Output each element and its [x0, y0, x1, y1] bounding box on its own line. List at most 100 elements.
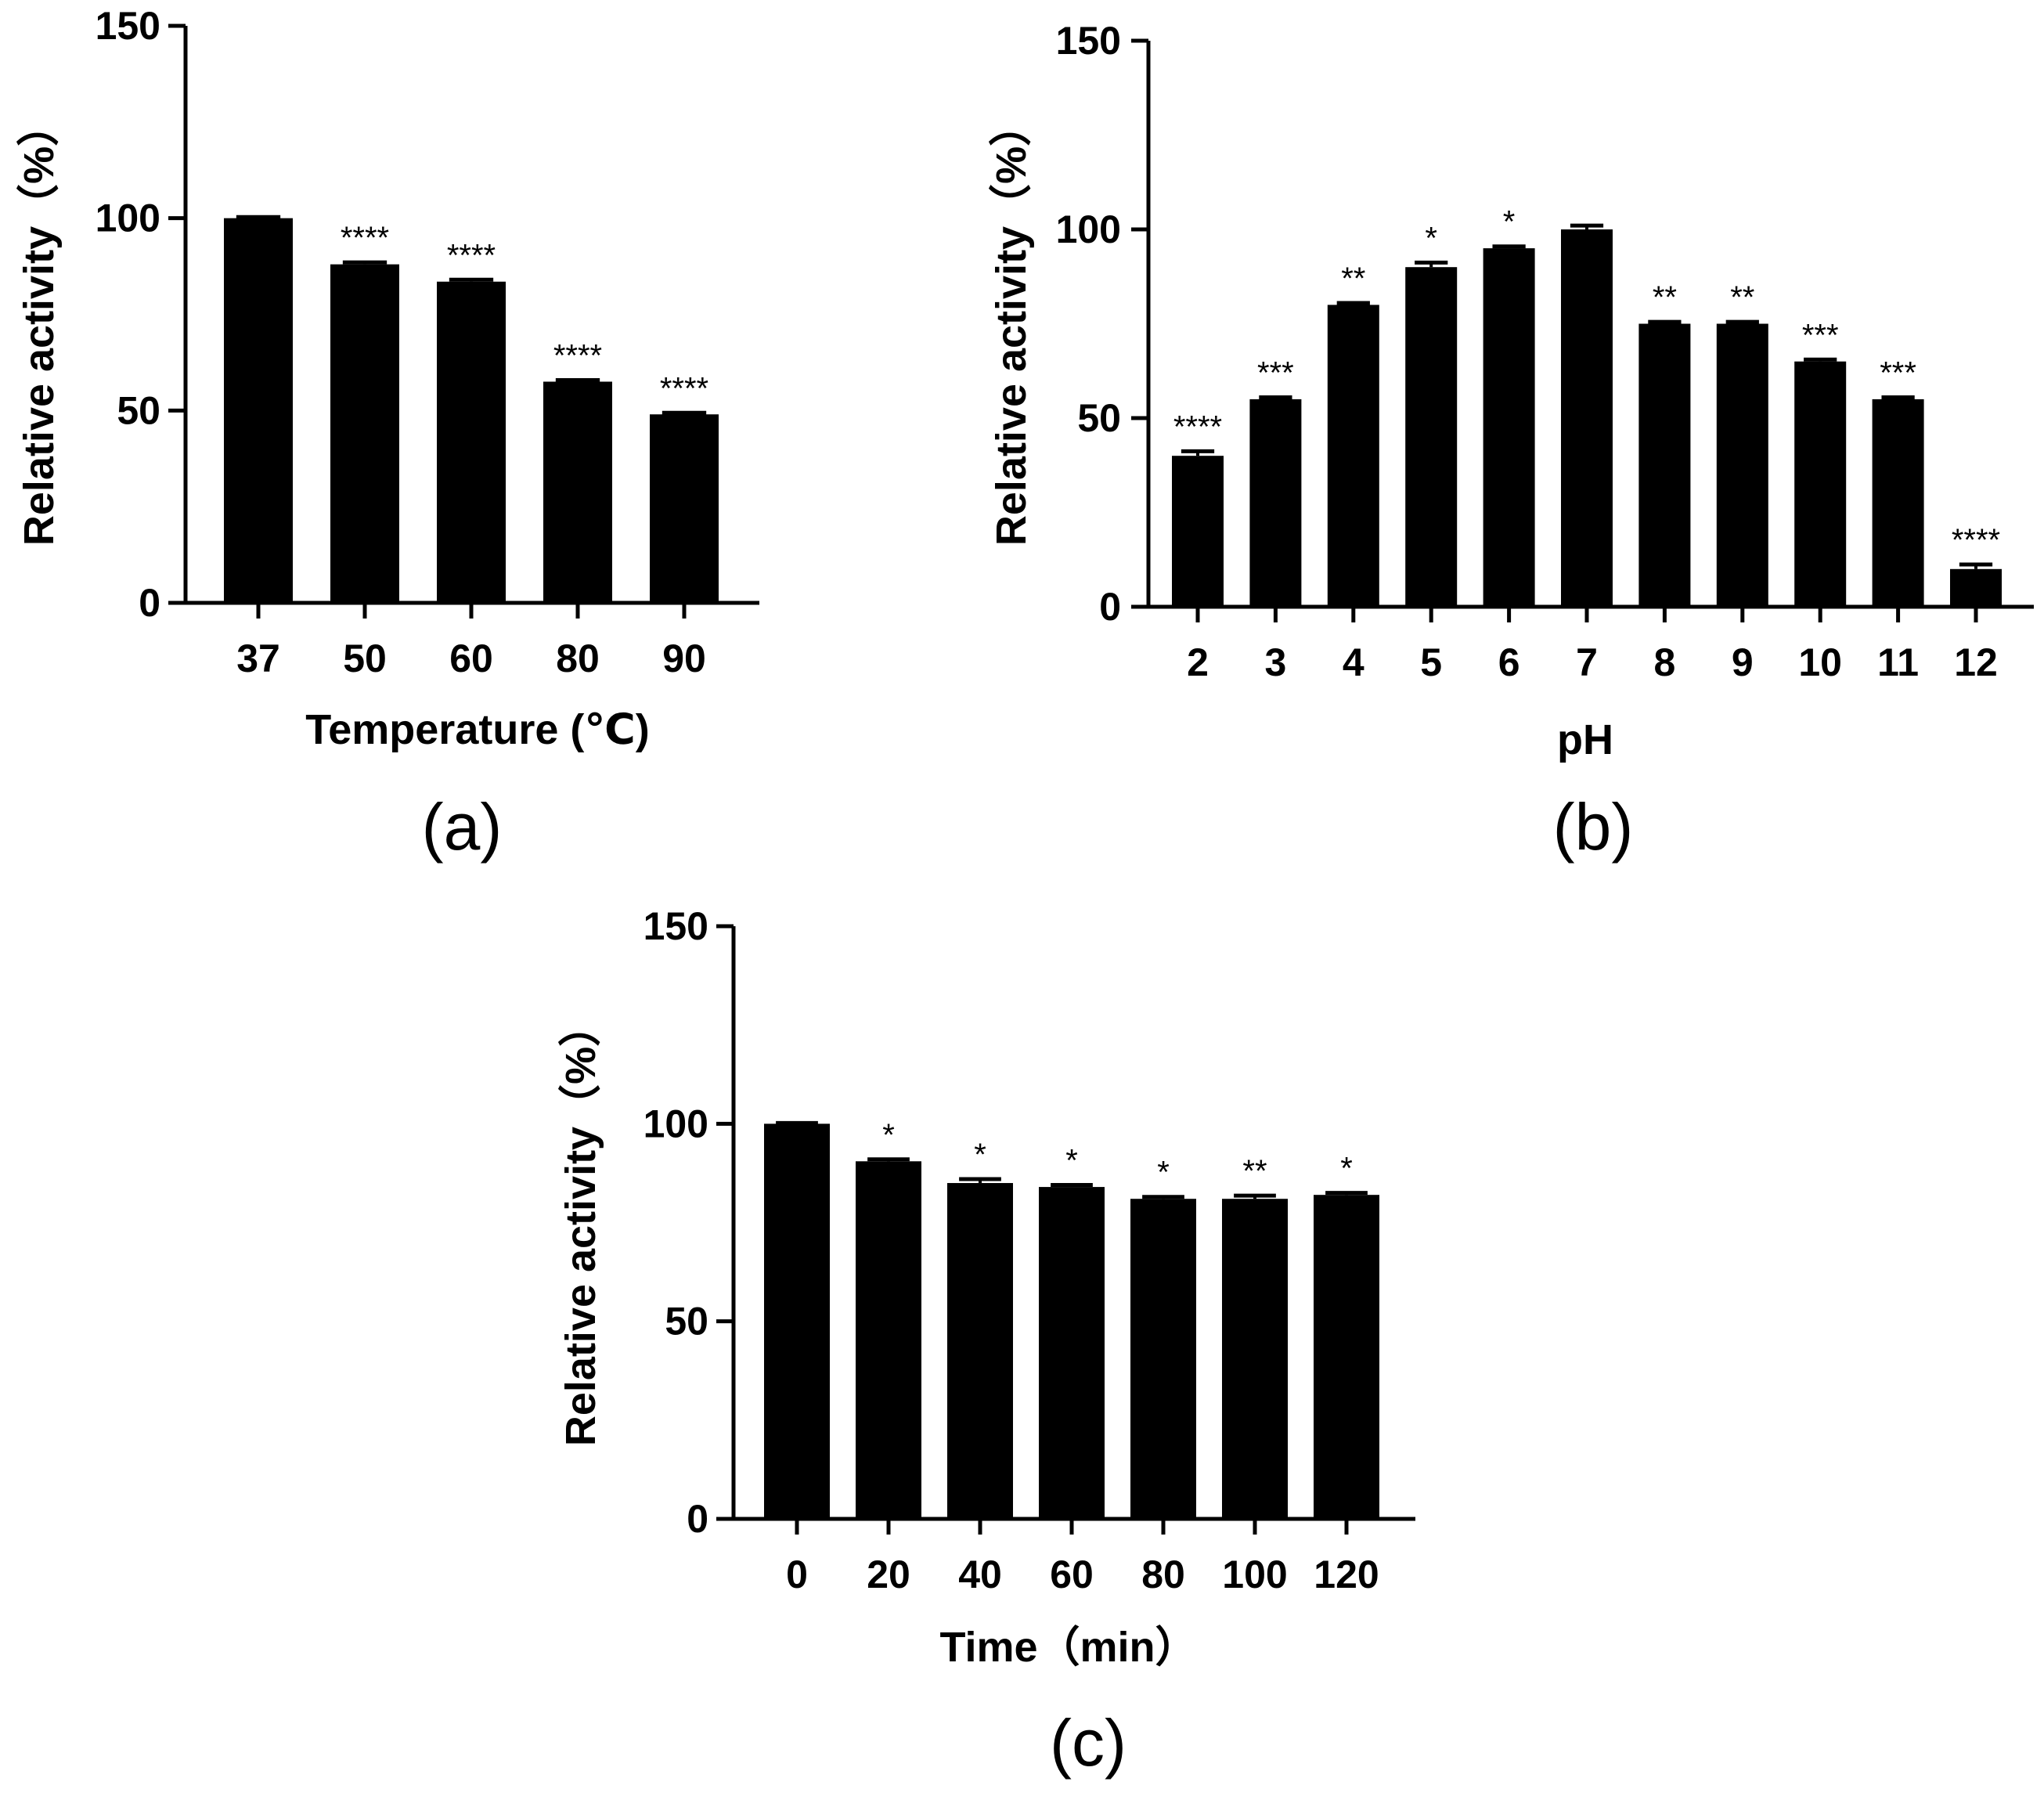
significance-label: ***	[1880, 355, 1916, 390]
x-tick-label: 40	[958, 1553, 1002, 1596]
error-bar	[1725, 319, 1759, 324]
significance-label: *	[882, 1118, 895, 1152]
error-bar	[1234, 1193, 1276, 1199]
significance-label: ***	[1802, 318, 1839, 352]
bar	[1483, 248, 1535, 607]
bar	[1172, 456, 1224, 607]
panel-label: (c)	[1050, 1706, 1127, 1780]
y-tick-label: 150	[643, 904, 708, 948]
bar	[330, 264, 399, 603]
x-tick-label: 90	[662, 637, 706, 680]
chart-ph: **** 2 *** 3 ** 4 * 5 * 6 7 ** 8 ** 9 *** 10 *** 11 **** 12 0…	[988, 19, 2034, 864]
error-bar	[1181, 449, 1215, 456]
x-tick-label: 7	[1576, 640, 1598, 684]
bar	[764, 1124, 830, 1519]
bar	[1794, 361, 1847, 607]
bar	[437, 281, 506, 603]
y-tick-label: 100	[643, 1102, 708, 1145]
significance-label: **	[1653, 280, 1677, 315]
y-tick-label: 150	[1056, 19, 1121, 63]
bar	[1561, 229, 1613, 607]
bar	[1039, 1187, 1105, 1519]
error-bar	[867, 1157, 910, 1162]
x-tick-label: 4	[1343, 640, 1364, 684]
error-bar	[959, 1177, 1001, 1184]
y-axis-title: Relative activity（%）	[988, 104, 1035, 546]
y-tick-label: 50	[665, 1300, 708, 1344]
x-tick-label: 80	[556, 637, 600, 680]
significance-label: *	[1157, 1156, 1170, 1190]
x-tick-label: 20	[867, 1553, 910, 1596]
error-bar	[1804, 357, 1837, 362]
significance-label: *	[1065, 1144, 1078, 1178]
bar	[1327, 305, 1379, 607]
significance-label: ****	[1173, 409, 1222, 444]
y-tick-label: 100	[96, 197, 160, 240]
x-tick-label: 11	[1877, 640, 1919, 684]
bar	[650, 414, 719, 603]
error-bar	[1648, 319, 1682, 324]
significance-label: ****	[341, 221, 389, 255]
x-tick-label: 50	[343, 637, 387, 680]
bar	[856, 1161, 921, 1519]
y-axis-title: Relative activity（%）	[557, 1004, 604, 1446]
error-bar	[1325, 1191, 1368, 1196]
y-tick-label: 100	[1056, 207, 1121, 251]
significance-label: **	[1242, 1154, 1267, 1188]
x-tick-label: 6	[1498, 640, 1520, 684]
significance-label: **	[1341, 261, 1365, 296]
significance-label: *	[974, 1138, 986, 1172]
significance-label: *	[1503, 205, 1516, 240]
x-tick-label: 5	[1420, 640, 1442, 684]
error-bar	[1959, 562, 1993, 569]
x-axis-title: Temperature (℃)	[305, 706, 649, 753]
significance-label: ***	[1257, 355, 1294, 390]
significance-label: ****	[447, 238, 496, 272]
error-bar	[342, 260, 388, 265]
significance-label: *	[1340, 1152, 1353, 1186]
significance-label: *	[1425, 221, 1437, 255]
x-tick-label: 120	[1314, 1553, 1379, 1596]
chart-temperature: 37 **** 50 **** 60 **** 80 **** 90 0 50 100 150 Tempe…	[16, 4, 759, 864]
bar	[1872, 399, 1924, 607]
x-tick-label: 60	[1050, 1553, 1094, 1596]
error-bar	[1492, 244, 1526, 249]
x-axis-title: Time（min）	[939, 1624, 1197, 1671]
error-bar	[1336, 301, 1370, 305]
error-bar	[662, 410, 707, 415]
panel-label: (a)	[422, 790, 503, 864]
error-bar	[1051, 1183, 1093, 1188]
bar	[1950, 568, 2002, 607]
significance-label: ****	[660, 371, 708, 406]
y-tick-label: 0	[139, 581, 160, 625]
x-tick-label: 0	[786, 1553, 808, 1596]
error-bar	[1259, 395, 1292, 399]
x-tick-label: 100	[1222, 1553, 1287, 1596]
x-tick-label: 9	[1732, 640, 1754, 684]
significance-label: ****	[553, 339, 602, 373]
bar	[947, 1183, 1013, 1519]
error-bar	[1570, 223, 1604, 229]
y-tick-label: 50	[1077, 396, 1121, 440]
x-tick-label: 60	[449, 637, 493, 680]
x-tick-label: 10	[1798, 640, 1842, 684]
x-tick-label: 37	[236, 637, 280, 680]
error-bar	[236, 215, 281, 219]
bar	[1130, 1199, 1196, 1519]
bar	[1638, 323, 1691, 607]
y-tick-label: 0	[1099, 585, 1121, 629]
x-tick-label: 12	[1954, 640, 1998, 684]
y-tick-label: 150	[96, 4, 160, 48]
chart-time: 0 * 20 * 40 * 60 * 80 ** 100 * 120 0 50 100 150 Time（min）…	[557, 904, 1415, 1780]
bar	[1249, 399, 1302, 607]
error-bar	[1142, 1195, 1184, 1199]
x-tick-label: 2	[1187, 640, 1209, 684]
significance-label: ****	[1952, 523, 2000, 557]
error-bar	[555, 378, 600, 383]
bar	[543, 381, 612, 603]
y-tick-label: 50	[117, 388, 160, 432]
significance-label: **	[1730, 280, 1754, 315]
error-bar	[1881, 395, 1915, 399]
error-bar	[776, 1120, 818, 1125]
